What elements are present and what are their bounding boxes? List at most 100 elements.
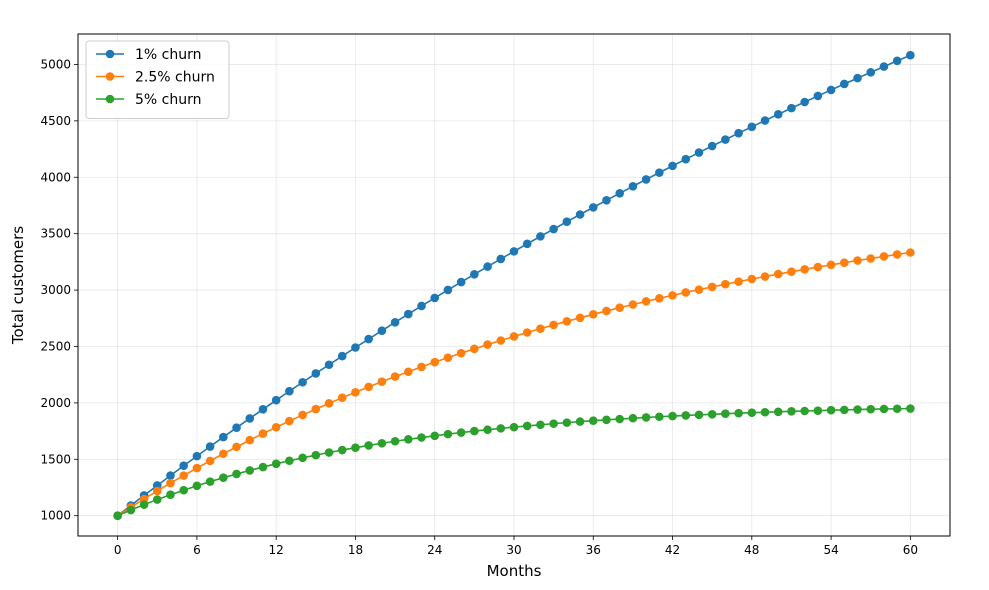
data-point: [219, 473, 228, 482]
data-point: [641, 413, 651, 422]
data-point: [549, 224, 558, 234]
y-tick-label: 3000: [40, 283, 71, 297]
y-tick-label: 4000: [40, 170, 71, 184]
data-point: [588, 310, 598, 319]
data-point: [483, 425, 492, 435]
data-point: [404, 309, 413, 319]
data-point: [152, 486, 162, 496]
y-tick-label: 2000: [40, 396, 71, 410]
data-point: [628, 181, 638, 191]
data-point: [892, 56, 902, 66]
data-point: [351, 387, 360, 397]
data-point: [602, 195, 611, 205]
data-point: [179, 461, 188, 471]
data-point: [351, 343, 360, 352]
data-point: [668, 411, 677, 421]
data-point: [456, 277, 466, 287]
data-point: [800, 265, 809, 274]
data-point: [337, 445, 347, 455]
data-point: [522, 421, 532, 431]
data-point: [681, 411, 691, 420]
data-point: [522, 239, 532, 249]
data-point: [536, 420, 545, 430]
data-point: [285, 416, 294, 426]
data-point: [166, 471, 175, 480]
data-point: [377, 377, 387, 386]
data-point: [734, 277, 743, 286]
data-point: [840, 258, 849, 267]
data-point: [152, 495, 162, 504]
data-point: [760, 407, 770, 417]
data-point: [192, 463, 202, 473]
data-point: [324, 399, 334, 408]
data-point: [707, 409, 717, 419]
data-point: [285, 456, 294, 466]
data-point: [166, 478, 175, 488]
series-1: [113, 248, 915, 520]
data-point: [483, 262, 492, 271]
data-point: [285, 386, 294, 396]
data-point: [364, 441, 373, 450]
data-point: [707, 282, 717, 292]
data-point: [271, 422, 281, 432]
data-point: [892, 250, 902, 259]
data-point: [258, 429, 268, 438]
data-point: [734, 128, 743, 138]
data-point: [258, 462, 268, 472]
data-point: [390, 318, 400, 327]
data-point: [694, 285, 704, 294]
data-point: [205, 456, 215, 466]
data-point: [787, 103, 796, 113]
y-axis-label: Total customers: [9, 226, 27, 345]
data-point: [668, 291, 677, 300]
data-point: [773, 407, 783, 417]
legend-marker: [105, 49, 115, 59]
data-point: [443, 429, 453, 439]
data-point: [588, 203, 598, 212]
data-point: [470, 426, 479, 436]
data-point: [245, 435, 255, 445]
data-point: [840, 79, 849, 89]
data-point: [205, 477, 215, 486]
data-point: [271, 459, 281, 469]
data-point: [787, 267, 796, 276]
data-point: [747, 274, 757, 284]
data-point: [602, 306, 611, 316]
data-point: [298, 453, 307, 463]
data-point: [219, 432, 228, 442]
series-0: [113, 50, 915, 520]
data-point: [853, 256, 862, 265]
series-layer: [113, 50, 915, 520]
legend-label: 2.5% churn: [135, 70, 215, 86]
data-point: [443, 285, 453, 295]
data-point: [562, 217, 572, 227]
data-point: [113, 511, 122, 520]
data-point: [575, 210, 585, 219]
data-point: [351, 443, 360, 452]
data-point: [404, 367, 413, 377]
data-point: [655, 412, 664, 422]
data-point: [602, 415, 611, 425]
data-point: [800, 97, 809, 107]
data-point: [509, 332, 519, 341]
x-tick-label: 60: [903, 543, 918, 557]
data-point: [562, 418, 572, 427]
data-point: [311, 450, 321, 460]
x-tick-label: 6: [193, 543, 201, 557]
data-point: [496, 254, 506, 264]
x-tick-label: 36: [586, 543, 601, 557]
y-tick-label: 5000: [40, 57, 71, 71]
data-point: [536, 324, 545, 333]
data-point: [866, 254, 876, 263]
data-point: [906, 404, 915, 413]
data-point: [324, 448, 334, 457]
data-point: [655, 168, 664, 177]
data-point: [364, 334, 373, 344]
data-point: [575, 417, 585, 426]
x-axis-label: Months: [487, 562, 542, 580]
data-point: [641, 297, 651, 306]
data-point: [694, 410, 704, 420]
data-point: [892, 404, 902, 414]
legend-marker: [105, 94, 115, 104]
data-point: [337, 351, 347, 361]
